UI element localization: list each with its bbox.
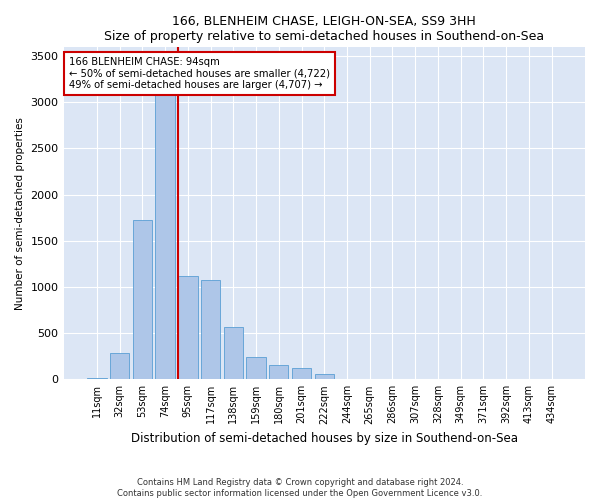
Bar <box>224 326 243 380</box>
Y-axis label: Number of semi-detached properties: Number of semi-detached properties <box>15 116 25 310</box>
X-axis label: Distribution of semi-detached houses by size in Southend-on-Sea: Distribution of semi-detached houses by … <box>131 432 518 445</box>
Bar <box>155 72 175 380</box>
Text: Contains HM Land Registry data © Crown copyright and database right 2024.
Contai: Contains HM Land Registry data © Crown c… <box>118 478 482 498</box>
Text: 166 BLENHEIM CHASE: 94sqm
← 50% of semi-detached houses are smaller (4,722)
49% : 166 BLENHEIM CHASE: 94sqm ← 50% of semi-… <box>69 57 330 90</box>
Bar <box>87 378 107 380</box>
Bar <box>247 357 266 380</box>
Bar <box>201 280 220 380</box>
Title: 166, BLENHEIM CHASE, LEIGH-ON-SEA, SS9 3HH
Size of property relative to semi-det: 166, BLENHEIM CHASE, LEIGH-ON-SEA, SS9 3… <box>104 15 544 43</box>
Bar <box>292 368 311 380</box>
Bar <box>314 374 334 380</box>
Bar <box>110 352 130 380</box>
Bar <box>269 364 289 380</box>
Bar <box>133 220 152 380</box>
Bar <box>178 276 197 380</box>
